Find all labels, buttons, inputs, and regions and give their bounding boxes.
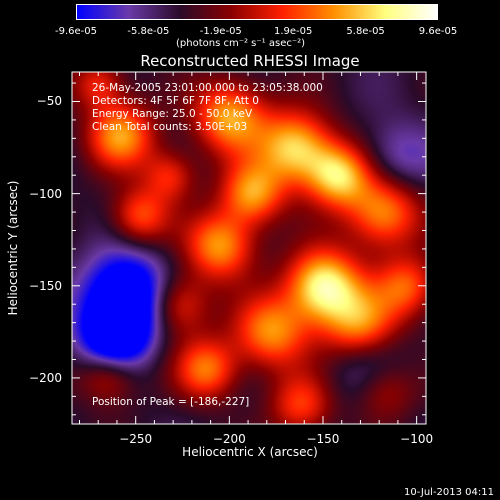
chart-title: Reconstructed RHESSI Image	[140, 52, 360, 70]
colorbar-units: (photons cm⁻² s⁻¹ asec⁻²)	[176, 38, 306, 49]
timestamp: 10-Jul-2013 04:11	[403, 487, 494, 498]
x-axis-label: Heliocentric X (arcsec)	[182, 445, 318, 459]
info-energy-range: Energy Range: 25.0 - 50.0 keV	[92, 108, 253, 120]
info-peak-position: Position of Peak = [-186,-227]	[92, 396, 250, 408]
colorbar-tick-label: -5.8e-05	[127, 26, 170, 37]
y-tick-label: −150	[29, 278, 62, 293]
colorbar-tick-label: -9.6e-05	[55, 26, 97, 37]
colorbar-tick-label: -1.9e-05	[199, 26, 242, 37]
x-tick-label: −150	[306, 432, 340, 446]
colorbar	[76, 4, 438, 20]
y-tick-label: −50	[36, 94, 62, 109]
info-algorithm: Clean Total counts: 3.50E+03	[92, 121, 248, 133]
colorbar-tick-label: 5.8e-05	[346, 26, 385, 37]
plot-frame	[71, 71, 427, 425]
heatmap-image	[72, 72, 426, 424]
colorbar-tick-label: 1.9e-05	[273, 26, 313, 37]
x-tick-label: −250	[119, 432, 153, 446]
y-axis-label: Heliocentric Y (arcsec)	[6, 180, 20, 316]
y-tick-label: −200	[29, 370, 62, 385]
x-tick-label: −200	[212, 432, 246, 446]
x-tick-label: −100	[400, 432, 434, 446]
info-time-range: 26-May-2005 23:01:00.000 to 23:05:38.000	[92, 82, 323, 94]
info-detectors: Detectors: 4F 5F 6F 7F 8F, Att 0	[92, 95, 259, 107]
y-tick-label: −100	[29, 186, 62, 201]
colorbar-tick-label: 9.6e-05	[418, 26, 458, 37]
